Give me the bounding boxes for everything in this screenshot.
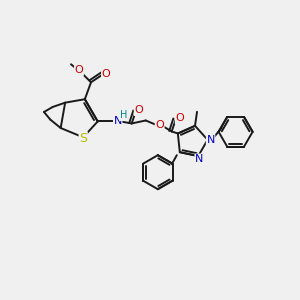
Text: S: S xyxy=(79,132,87,145)
Text: N: N xyxy=(206,135,215,145)
Text: H: H xyxy=(120,110,127,121)
Text: O: O xyxy=(155,121,164,130)
Text: O: O xyxy=(134,106,143,116)
Text: N: N xyxy=(113,116,122,127)
Text: N: N xyxy=(195,154,203,164)
Text: O: O xyxy=(75,65,83,75)
Text: O: O xyxy=(175,113,184,124)
Text: O: O xyxy=(102,69,110,79)
